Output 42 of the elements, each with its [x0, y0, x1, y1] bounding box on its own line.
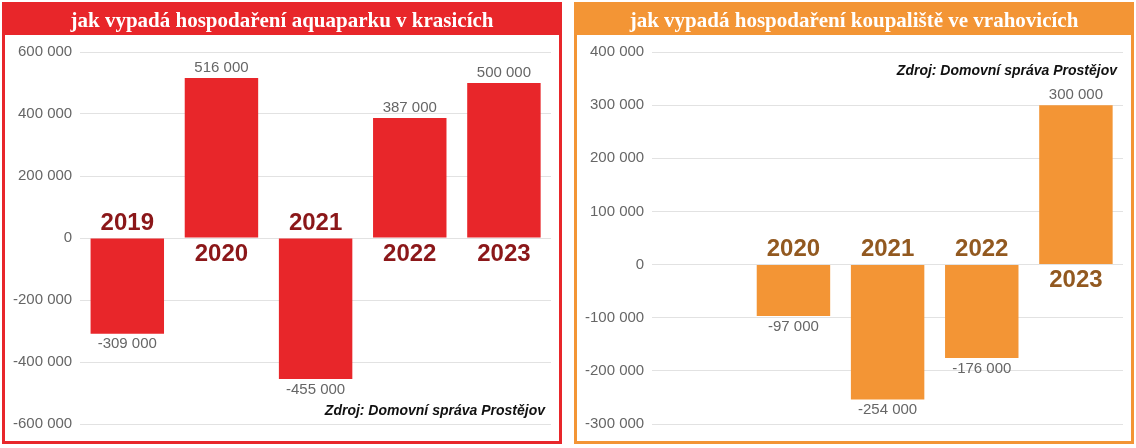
data-label: -455 000: [286, 379, 346, 397]
y-tick-label: -200 000: [13, 290, 73, 308]
x-tick-label: 2021: [288, 207, 343, 235]
data-label: 500 000: [476, 62, 532, 80]
y-tick-label: 300 000: [589, 95, 645, 113]
y-tick-label: 100 000: [589, 201, 645, 219]
data-label: -176 000: [952, 358, 1012, 376]
x-tick-label: 2023: [1049, 265, 1103, 293]
y-tick-label: 400 000: [589, 42, 645, 60]
y-tick-label: -400 000: [13, 352, 73, 370]
bar: [90, 238, 165, 334]
bar: [467, 83, 541, 238]
x-tick-label: 2022: [955, 234, 1009, 262]
bar: [184, 78, 259, 238]
y-tick-label: 200 000: [589, 148, 645, 166]
data-label: -254 000: [858, 400, 918, 418]
data-label: 300 000: [1048, 84, 1104, 102]
y-tick-label: 0: [635, 254, 645, 272]
bar: [373, 118, 447, 238]
data-label: -97 000: [768, 316, 819, 334]
annotation: Zdroj: Domovní správa Prostějov: [323, 401, 547, 418]
y-tick-label: -300 000: [585, 414, 645, 432]
x-tick-label: 2020: [766, 234, 821, 262]
chart-title: jak vypadá hospodaření aquaparku v krasicích: [5, 5, 559, 35]
y-tick-label: 400 000: [17, 104, 73, 122]
x-tick-label: 2022: [383, 238, 437, 266]
data-label: 387 000: [382, 97, 437, 115]
y-tick-label: -200 000: [585, 361, 645, 378]
y-tick-label: -600 000: [13, 414, 73, 432]
x-tick-label: 2019: [100, 207, 154, 235]
y-tick-label: -100 000: [585, 307, 645, 325]
y-tick-label: 0: [63, 228, 73, 246]
annotation: Zdroj: Domovní správa Prostějov: [895, 61, 1119, 78]
data-label: -309 000: [97, 334, 157, 352]
x-tick-label: 2021: [860, 234, 915, 262]
y-tick-label: 600 000: [17, 42, 73, 60]
x-tick-label: 2023: [477, 238, 531, 266]
y-tick-label: 200 000: [17, 166, 73, 184]
x-tick-label: 2020: [194, 238, 249, 266]
chart-title: jak vypadá hospodaření koupaliště ve vrahovicích: [577, 5, 1131, 35]
bar: [278, 238, 353, 380]
data-label: 516 000: [194, 57, 249, 75]
